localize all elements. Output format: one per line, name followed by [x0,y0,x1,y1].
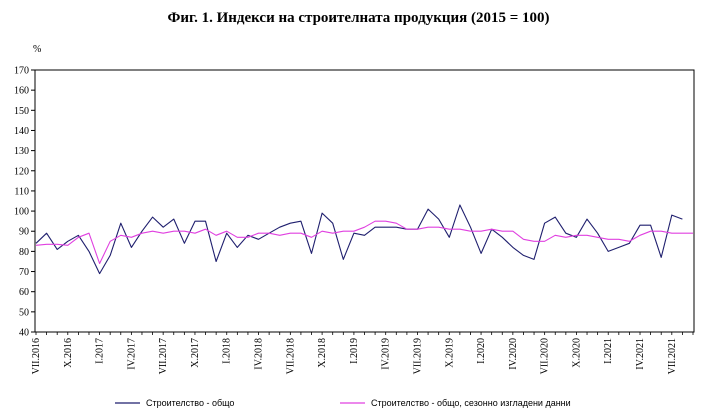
y-axis-unit-label: % [33,44,41,55]
x-tick-label: I.2019 [349,338,360,364]
x-tick-label: VII.2016 [31,338,42,374]
y-tick-label: 100 [14,207,29,218]
y-tick-label: 110 [14,186,29,197]
legend-label-2: Строителство - общо, сезонно изгладени д… [371,398,571,408]
x-tick-label: X.2017 [190,338,201,368]
y-tick-label: 150 [14,106,29,117]
series-line-1 [35,204,683,275]
y-tick-label: 140 [14,126,29,137]
x-tick-label: IV.2020 [508,338,519,370]
x-tick-label: VII.2020 [540,338,551,374]
y-tick-label: 130 [14,146,29,157]
x-tick-label: VII.2017 [158,338,169,374]
x-tick-label: I.2021 [603,338,614,364]
x-tick-label: X.2018 [317,338,328,368]
y-tick-label: 170 [14,66,29,77]
x-tick-label: IV.2021 [635,338,646,370]
x-tick-label: I.2017 [95,338,106,364]
y-tick-label: 80 [19,247,29,258]
x-tick-label: I.2018 [222,338,233,364]
x-tick-label: X.2020 [571,338,582,368]
y-tick-label: 60 [19,287,29,298]
series-line-2 [35,220,693,265]
x-tick-label: X.2019 [444,338,455,368]
x-tick-label: I.2020 [476,338,487,364]
legend: Строителство - общо Строителство - общо, … [115,398,571,408]
y-tick-label: 70 [19,267,29,278]
y-axis: 40 50 60 70 80 90 100 110 120 130 140 150 160 170 [14,66,35,339]
x-tick-label: IV.2019 [381,338,392,370]
y-tick-label: 50 [19,307,29,318]
y-tick-label: 160 [14,86,29,97]
plot-area [34,69,695,333]
x-tick-label: VII.2021 [667,338,678,374]
legend-label-1: Строителство - общо [146,398,234,408]
x-tick-label: X.2016 [63,338,74,368]
y-tick-label: 90 [19,227,29,238]
x-tick-label: VII.2019 [412,338,423,374]
x-tick-label: IV.2018 [254,338,265,370]
y-tick-label: 120 [14,166,29,177]
series-lines [35,204,693,275]
chart-title: Фиг. 1. Индекси на строителната продукци… [167,10,550,26]
x-tick-label: IV.2017 [126,338,137,370]
x-axis: VII.2016 X.2016 I.2017 IV.2017 VII.2017 X.201… [31,332,694,374]
y-tick-label: 40 [19,328,29,339]
x-tick-label: VII.2018 [285,338,296,374]
